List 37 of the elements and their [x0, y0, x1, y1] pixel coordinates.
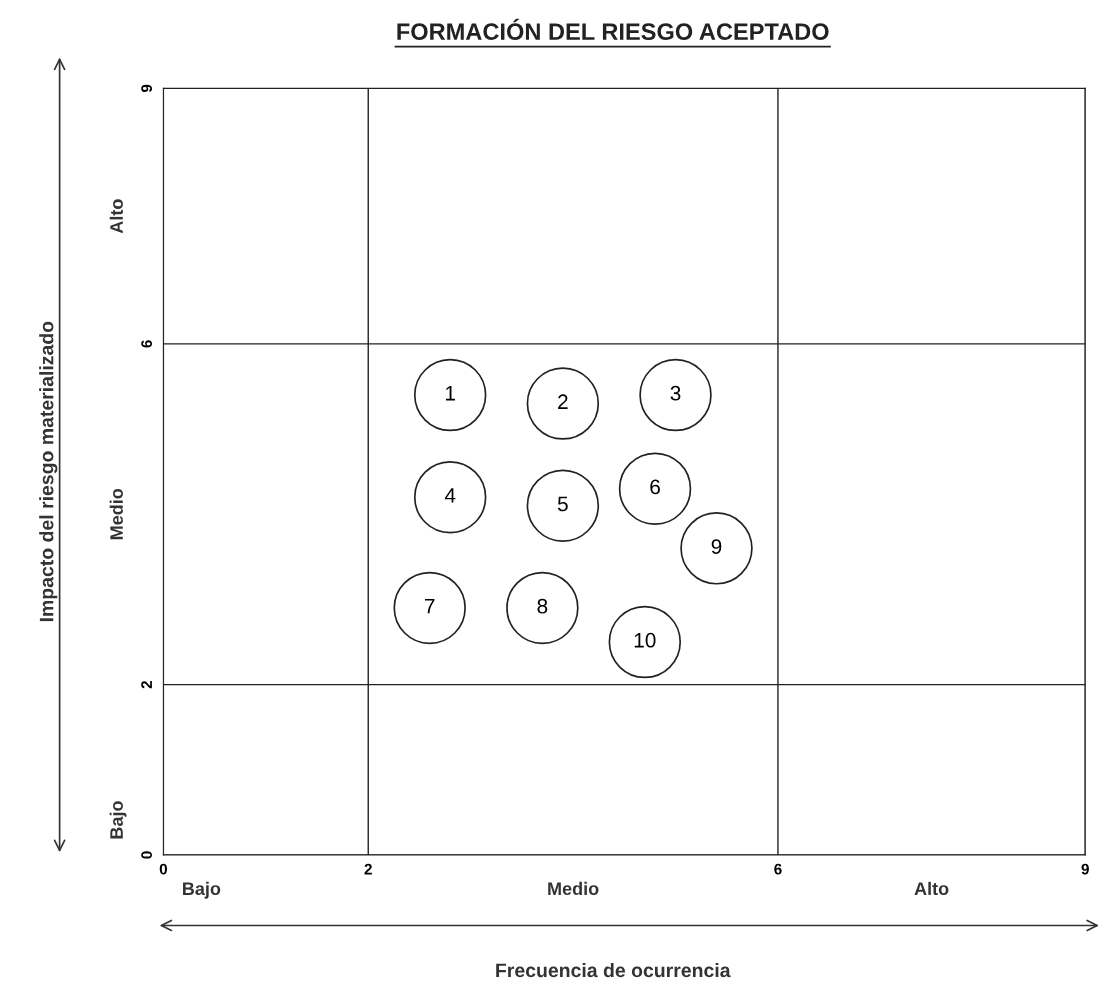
- x-tick-label: 0: [159, 863, 168, 875]
- text: Alto: [914, 881, 949, 896]
- annotation: 1: [445, 386, 455, 401]
- x-axis-title: Frecuencia de ocurrencia: [496, 962, 731, 978]
- point: [526, 469, 600, 542]
- point: [680, 512, 753, 585]
- x-tick-label: 2: [364, 863, 372, 875]
- y-tick-label: 2: [141, 680, 152, 689]
- annotation: 10: [634, 632, 656, 648]
- annotation: 9: [711, 539, 722, 554]
- annotation: 5: [557, 496, 568, 512]
- text: Medio: [548, 881, 599, 896]
- point: [618, 452, 692, 525]
- x-tick-label: 6: [774, 863, 782, 875]
- text: Bajo: [109, 801, 127, 839]
- annotation: 8: [537, 598, 548, 614]
- point: [639, 358, 712, 432]
- point: [413, 460, 487, 534]
- annotation: 7: [424, 599, 435, 614]
- text: Medio: [109, 488, 123, 540]
- y-tick-label: 9: [141, 84, 153, 93]
- annotation: 3: [670, 385, 681, 401]
- text: Alto: [109, 199, 123, 234]
- point: [506, 571, 579, 645]
- annotation: 2: [558, 394, 568, 409]
- y-axis-title: Impacto del riesgo materializado: [39, 321, 58, 622]
- point: [413, 358, 487, 432]
- point: [393, 571, 466, 645]
- point: [526, 367, 600, 440]
- y-tick-label: 0: [141, 851, 153, 859]
- text: Bajo: [183, 881, 221, 899]
- point: [608, 605, 682, 679]
- annotation: 6: [650, 479, 660, 495]
- chart-title: FORMACIÓN DEL RIESGO ACEPTADO: [397, 18, 829, 41]
- y-tick-label: 6: [141, 340, 153, 348]
- annotation: 4: [444, 488, 456, 503]
- x-tick-label: 9: [1081, 863, 1089, 875]
